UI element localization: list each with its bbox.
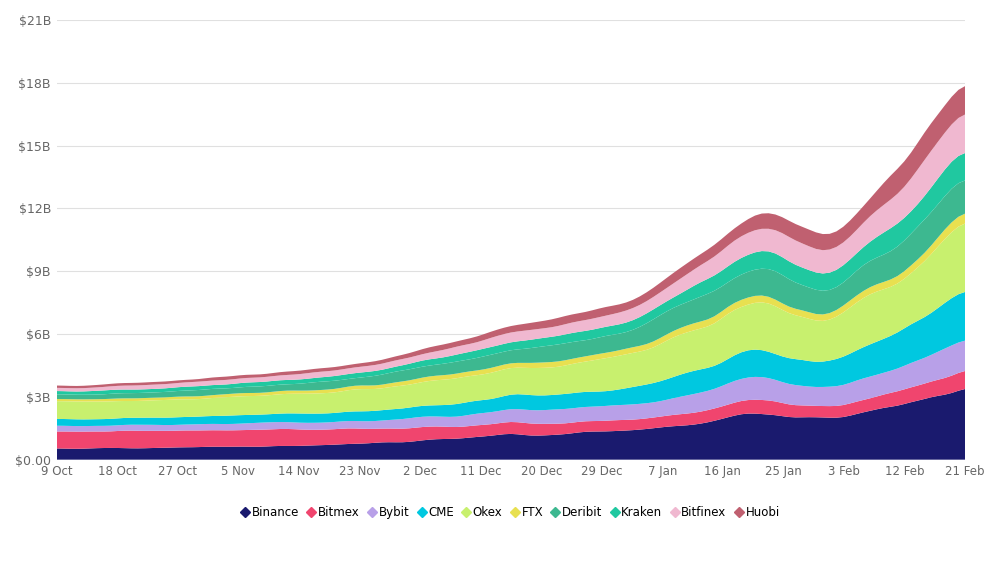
- Legend: Binance, Bitmex, Bybit, CME, Okex, FTX, Deribit, Kraken, Bitfinex, Huobi: Binance, Bitmex, Bybit, CME, Okex, FTX, …: [237, 501, 784, 524]
